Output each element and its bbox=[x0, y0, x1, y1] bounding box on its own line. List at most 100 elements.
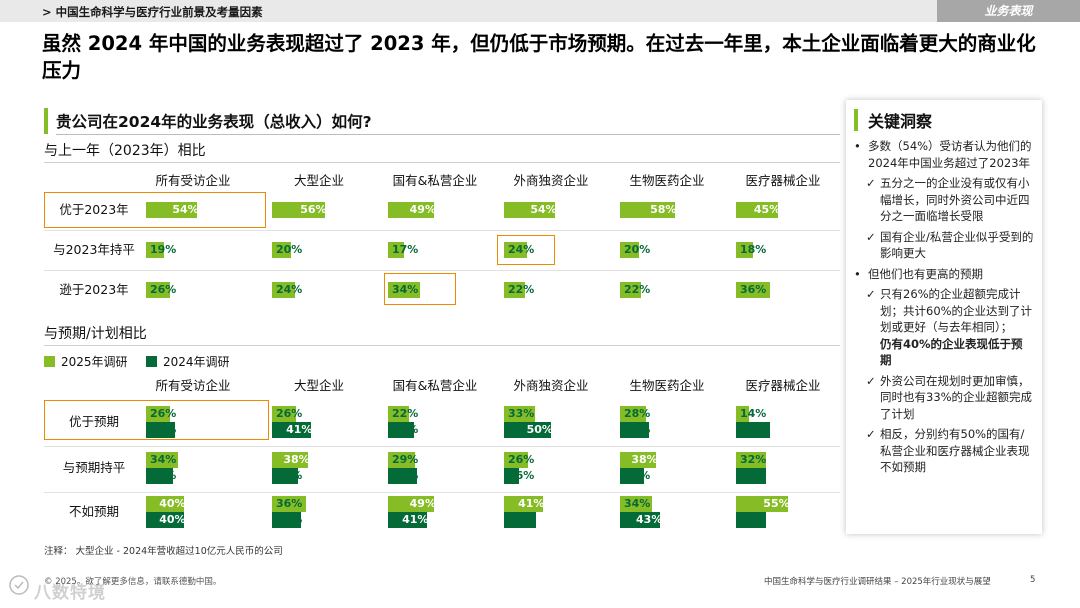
chart1-bar-0-3 bbox=[504, 202, 555, 218]
chart1-bar-1-0-label: 19% bbox=[150, 243, 177, 256]
chart1-bar-1-4 bbox=[620, 242, 639, 258]
chart2-bar-2024-2-2-label: 41% bbox=[402, 513, 429, 526]
chart1-bar-1-2 bbox=[388, 242, 404, 258]
chart2-divider bbox=[44, 345, 840, 346]
chart1-bar-2-2 bbox=[388, 282, 420, 298]
chart2-bar-2025-2-1-label: 36% bbox=[276, 497, 303, 510]
check-icon: ✓ bbox=[866, 176, 876, 190]
chart2-row-label-0: 优于预期 bbox=[68, 414, 119, 429]
chart2-bar-2025-2-3-label: 41% bbox=[518, 497, 545, 510]
chart2-bar-2025-1-2-label: 29% bbox=[392, 453, 419, 466]
chart1-row-label-2: 逊于2023年 bbox=[59, 282, 129, 297]
chart1-col-head-1: 大型企业 bbox=[293, 173, 344, 188]
chart2-bar-2025-2-5-label: 55% bbox=[763, 497, 790, 510]
chart1-bar-1-5-label: 18% bbox=[740, 243, 767, 256]
question-text: 贵公司在2024年的业务表现（总收入）如何? bbox=[56, 113, 372, 131]
copyright: © 2025。欲了解更多信息，请联系德勤中国。 bbox=[44, 577, 222, 587]
chart1-bar-1-3-label: 24% bbox=[508, 243, 535, 256]
key-insights-list: • 多数（54%）受访者认为他们的2024年中国业务超过了2023年 ✓ 五分之一的企… bbox=[854, 138, 1034, 476]
insight-item: 仍有40%的企业表现低于预期 bbox=[854, 336, 1034, 369]
chart1-bar-1-2-label: 17% bbox=[392, 243, 419, 256]
chart2-bar-2024-2-4-label: 43% bbox=[636, 513, 663, 526]
chart1-row-label-1: 与2023年持平 bbox=[53, 242, 135, 257]
chart1-bar-2-0 bbox=[146, 282, 171, 298]
chart2-bar-2024-2-4 bbox=[620, 512, 661, 528]
chart1-bar-2-4 bbox=[620, 282, 641, 298]
insight-text: 只有26%的企业超额完成计划；共计60%的企业达到了计划或更好（与去年相同）； bbox=[880, 287, 1033, 334]
chart1-row-divider-0 bbox=[44, 230, 840, 231]
chart2-bar-2024-1-4 bbox=[620, 468, 645, 484]
chart2-bar-2025-1-5-label: 32% bbox=[740, 453, 767, 466]
chart2-bar-2025-1-4 bbox=[620, 452, 656, 468]
highlight-soe-worse bbox=[384, 273, 456, 305]
chart1-bar-2-1 bbox=[272, 282, 295, 298]
chart1-bar-2-0-label: 26% bbox=[150, 283, 177, 296]
legend-item-2025: 2025年调研 bbox=[44, 353, 128, 370]
key-insights-panel: 关键洞察 • 多数（54%）受访者认为他们的2024年中国业务超过了2023年 ✓ 五… bbox=[846, 100, 1042, 534]
chart1-bar-0-4 bbox=[620, 202, 675, 218]
chart2-bar-2024-2-3-label: 34% bbox=[508, 513, 535, 526]
bullet-icon: • bbox=[854, 266, 861, 281]
insight-text: 仍有40%的企业表现低于预期 bbox=[880, 336, 1023, 368]
chart2-title: 与预期/计划相比 bbox=[44, 326, 147, 342]
section-tab: 业务表现 bbox=[937, 0, 1080, 22]
chart2-col-head-4: 生物医药企业 bbox=[629, 378, 705, 393]
chart2-col-head-2: 国有&私营企业 bbox=[392, 378, 478, 393]
chart1-bar-0-1 bbox=[272, 202, 325, 218]
chart2-bar-2025-0-1-label: 26% bbox=[276, 407, 303, 420]
chart2-row-divider-0 bbox=[44, 446, 840, 447]
chart2-bar-2025-2-0 bbox=[146, 496, 184, 512]
chart2-bar-2024-0-2 bbox=[388, 422, 415, 438]
chart1-bar-1-1 bbox=[272, 242, 291, 258]
chart2-bar-2024-1-3 bbox=[504, 468, 520, 484]
chart2-bar-2024-2-0-label: 40% bbox=[159, 513, 186, 526]
chart2-bar-2025-2-4-label: 34% bbox=[624, 497, 651, 510]
question-accent bbox=[44, 108, 48, 134]
chart1-bar-1-1-label: 20% bbox=[276, 243, 303, 256]
check-icon: ✓ bbox=[866, 229, 876, 244]
chart2-bar-2024-1-2 bbox=[388, 468, 418, 484]
chart2-bar-2025-1-0 bbox=[146, 452, 178, 468]
chart1-col-head-5: 医疗器械企业 bbox=[745, 173, 821, 188]
chart2-bar-2025-2-3 bbox=[504, 496, 543, 512]
legend-label-2025: 2025年调研 bbox=[61, 355, 128, 369]
chart1-bar-2-4-label: 22% bbox=[624, 283, 651, 296]
chart1-bar-1-5 bbox=[736, 242, 753, 258]
page-title: 虽然 2024 年中国的业务表现超过了 2023 年，但仍低于市场预期。在过去一… bbox=[42, 32, 1036, 82]
chart1-row-divider-1 bbox=[44, 270, 840, 271]
chart1-bar-2-5-label: 36% bbox=[740, 283, 767, 296]
insight-text: 但他们也有更高的预期 bbox=[868, 266, 983, 281]
chart2-bar-2025-0-4-label: 28% bbox=[624, 407, 651, 420]
chart1-bar-2-3-label: 22% bbox=[508, 283, 535, 296]
chart2-bar-2024-0-1-label: 41% bbox=[286, 423, 313, 436]
chart2-bar-2025-2-0-label: 40% bbox=[159, 497, 186, 510]
insight-text: 国有企业/私营企业似乎受到的影响更大 bbox=[880, 229, 1034, 261]
insight-text: 相反，分别约有50%的国有/私营企业和医疗器械企业表现不如预期 bbox=[880, 427, 1030, 474]
highlight-all-better-plan bbox=[44, 400, 269, 440]
check-icon: ✓ bbox=[866, 373, 876, 388]
chart2-bar-2024-0-5 bbox=[736, 422, 770, 438]
chart1-bar-2-1-label: 24% bbox=[276, 283, 303, 296]
chart2-bar-2024-1-1-label: 28% bbox=[276, 469, 303, 482]
chart2-bar-2025-1-0-label: 34% bbox=[150, 453, 177, 466]
chart2-bar-2025-0-5 bbox=[736, 406, 750, 422]
chart1-bar-1-0 bbox=[146, 242, 164, 258]
chart1-bar-0-3-label: 54% bbox=[530, 203, 557, 216]
chart2-bar-2024-2-0 bbox=[146, 512, 184, 528]
insight-text: 多数（54%）受访者认为他们的2024年中国业务超过了2023年 bbox=[868, 139, 1032, 170]
chart2-bar-2025-2-4 bbox=[620, 496, 652, 512]
chart1-title: 与上一年（2023年）相比 bbox=[44, 143, 206, 159]
footnote: 注释： 大型企业 - 2024年营收超过10亿元人民币的公司 bbox=[44, 546, 283, 557]
key-insights-title: 关键洞察 bbox=[868, 112, 933, 131]
chart1-bar-0-5 bbox=[736, 202, 779, 218]
chart2-bar-2024-0-3 bbox=[504, 422, 551, 438]
check-icon: ✓ bbox=[866, 287, 876, 301]
chart2-bar-2025-0-3 bbox=[504, 406, 536, 422]
breadcrumb: > 中国生命科学与医疗行业前景及考量因素 bbox=[42, 5, 263, 19]
chart1-col-head-4: 生物医药企业 bbox=[629, 173, 705, 188]
chart2-bar-2024-1-1 bbox=[272, 468, 299, 484]
insight-item: • 多数（54%）受访者认为他们的2024年中国业务超过了2023年 bbox=[854, 138, 1034, 171]
chart1-col-head-3: 外商独资企业 bbox=[513, 173, 589, 188]
chart1-bar-1-3 bbox=[504, 242, 527, 258]
chart2-row-divider-1 bbox=[44, 492, 840, 493]
